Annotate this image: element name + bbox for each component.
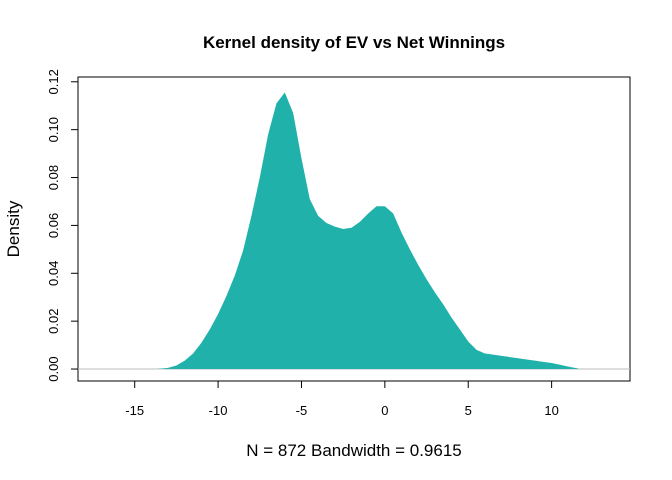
x-tick-label: -15 — [125, 403, 144, 418]
x-axis: -15 -10 -5 0 5 10 — [125, 381, 559, 418]
y-axis: 0.00 0.02 0.04 0.06 0.08 0.10 0.12 — [46, 69, 78, 382]
density-fill-area — [156, 92, 579, 370]
x-tick-label: -5 — [296, 403, 308, 418]
y-tick-label: 0.02 — [46, 309, 61, 334]
x-axis-label: N = 872 Bandwidth = 0.9615 — [246, 441, 462, 460]
chart-title: Kernel density of EV vs Net Winnings — [203, 33, 505, 52]
x-tick-label: 10 — [544, 403, 558, 418]
y-tick-label: 0.00 — [46, 356, 61, 381]
y-axis-label: Density — [4, 200, 23, 257]
x-tick-label: 0 — [381, 403, 388, 418]
x-tick-label: 5 — [465, 403, 472, 418]
plot-border — [77, 76, 631, 382]
plot-area — [77, 76, 631, 382]
y-tick-label: 0.04 — [46, 261, 61, 286]
y-tick-label: 0.06 — [46, 213, 61, 238]
y-tick-label: 0.10 — [46, 117, 61, 142]
y-tick-label: 0.12 — [46, 69, 61, 94]
y-tick-label: 0.08 — [46, 165, 61, 190]
x-tick-label: -10 — [209, 403, 228, 418]
